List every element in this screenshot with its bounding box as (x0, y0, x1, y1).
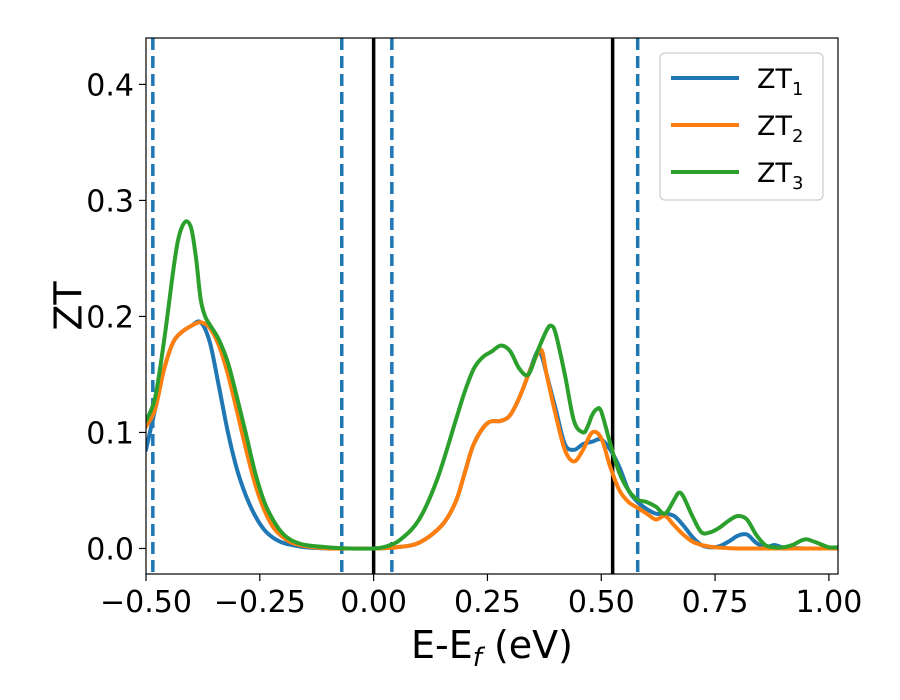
legend-box (659, 52, 824, 201)
y-axis: 0.0 0.1 0.2 0.3 0.4 (86, 68, 146, 567)
plot-lines (151, 38, 640, 574)
x-tick-label: 0.50 (568, 585, 635, 620)
x-tick-label: 0.00 (340, 585, 407, 620)
legend-label-zt1: ZT1 (757, 64, 803, 100)
series-line-zt1 (146, 319, 838, 551)
x-tick-label: 0.25 (454, 585, 521, 620)
y-tick-label: 0.4 (86, 68, 134, 103)
x-tick-label: −0.25 (214, 585, 306, 620)
y-axis-label: ZT (46, 281, 90, 331)
legend-label-zt3: ZT3 (757, 158, 803, 194)
series-line-zt2 (146, 320, 838, 551)
x-tick-label: 1.00 (795, 585, 862, 620)
series-group (146, 219, 838, 551)
y-tick-label: 0.1 (86, 416, 134, 451)
legend: ZT1 ZT2 ZT3 (659, 52, 824, 201)
x-axis-label: E-Ef (eV) (411, 623, 573, 673)
y-tick-label: 0.2 (86, 300, 134, 335)
series-line-zt3 (146, 219, 838, 551)
x-axis: −0.50 −0.25 0.00 0.25 0.50 0.75 1.00 (100, 574, 862, 620)
plot-frame (145, 37, 839, 575)
x-tick-label: −0.50 (100, 585, 192, 620)
y-tick-label: 0.0 (86, 532, 134, 567)
y-tick-label: 0.3 (86, 184, 134, 219)
legend-label-zt2: ZT2 (757, 111, 803, 147)
x-tick-label: 0.75 (682, 585, 749, 620)
